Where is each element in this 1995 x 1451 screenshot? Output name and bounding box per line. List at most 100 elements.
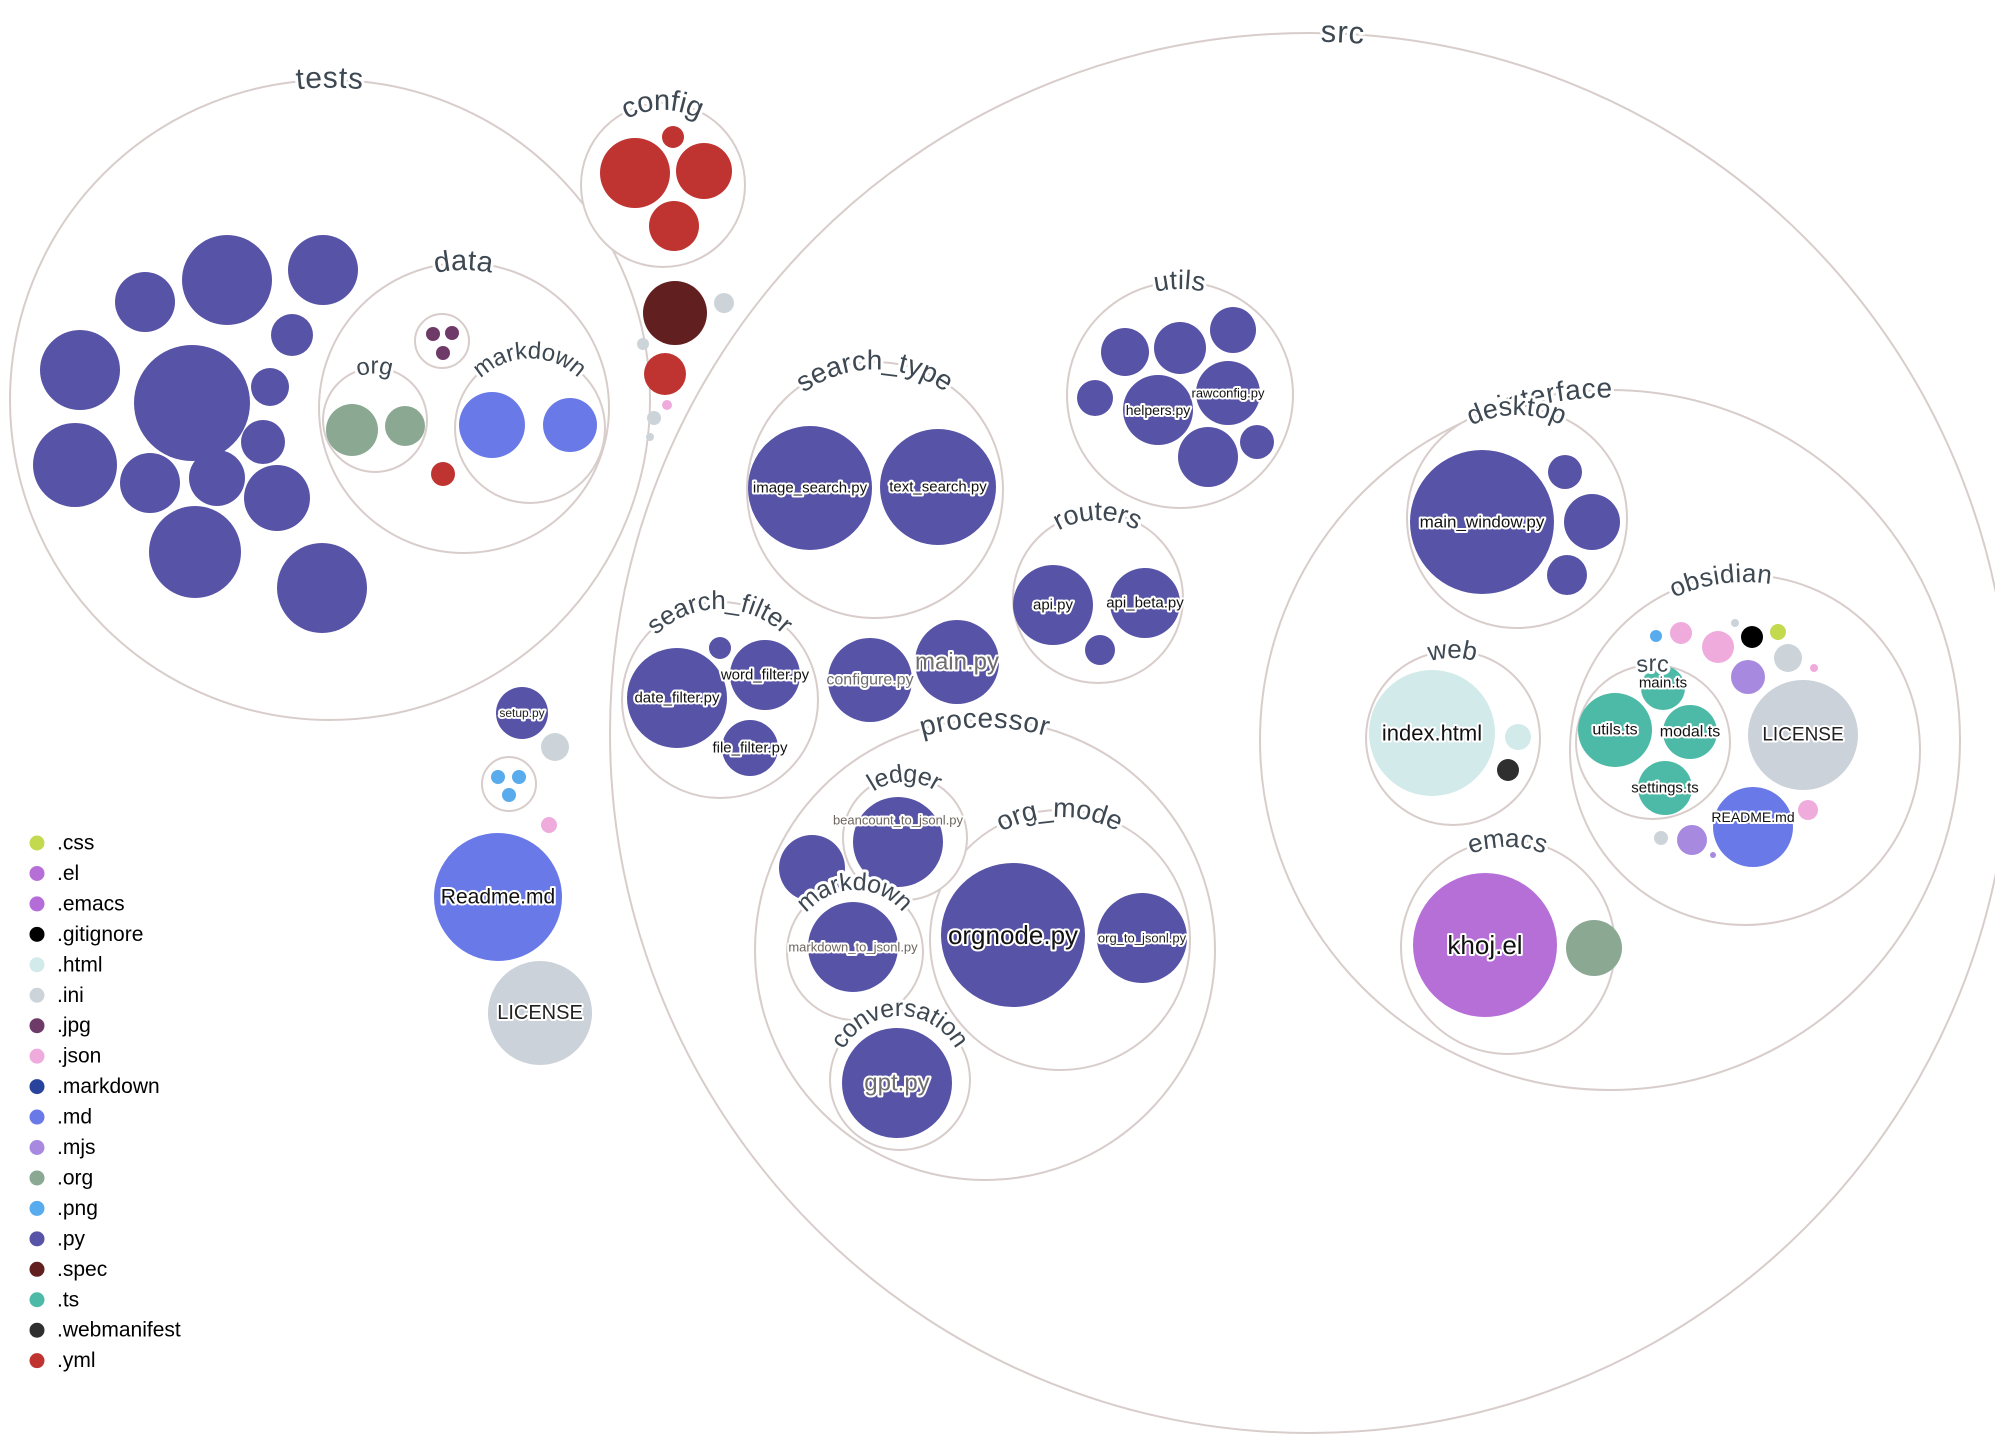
file-circle-ini-84[interactable] [1731,619,1739,627]
file-circle-jpg-37[interactable] [426,327,440,341]
file-circle-py-26[interactable] [241,420,285,464]
file-circle-file-filter-py[interactable] [722,720,778,776]
file-circle-py-67[interactable] [1548,455,1582,489]
file-circle-jpg-38[interactable] [445,326,459,340]
file-circle-py-54[interactable] [1210,307,1256,353]
file-circle-py-68[interactable] [1564,494,1620,550]
file-circle-markdown-to-jsonl-py[interactable] [808,902,898,992]
file-circle-html-71[interactable] [1505,724,1531,750]
file-label-markdown-to-jsonl-py: markdown_to_jsonl.py [788,940,918,955]
file-circle-helpers-py[interactable] [1123,375,1193,445]
file-circle-org-74[interactable] [1566,920,1622,976]
file-circle-license[interactable] [1748,680,1858,790]
file-circle-mjs-87[interactable] [1731,660,1765,694]
file-circle-gitignore-85[interactable] [1741,626,1763,648]
file-circle-main-py[interactable] [915,620,999,704]
file-circle-png-15[interactable] [502,788,516,802]
file-circle-readme-md[interactable] [1713,787,1793,867]
file-circle-utils-ts[interactable] [1578,693,1652,767]
file-circle-jpg-39[interactable] [436,346,450,360]
file-circle-mjs-91[interactable] [1677,825,1707,855]
file-circle-yml-3[interactable] [662,126,684,148]
folder-circle-search-type[interactable] [746,361,1004,619]
file-circle-date-filter-py[interactable] [627,648,727,748]
file-circle-py-21[interactable] [288,235,358,305]
file-circle-configure-py[interactable] [828,638,912,722]
file-circle-json-8[interactable] [662,400,672,410]
file-circle-api-py[interactable] [1013,565,1093,645]
file-circle-khoj-el[interactable] [1413,873,1557,1017]
file-circle-main-window-py[interactable] [1410,450,1554,594]
file-circle-mjs-93[interactable] [1710,852,1716,858]
file-circle-md-36[interactable] [543,398,597,452]
file-circle-py-69[interactable] [1547,555,1587,595]
file-circle-word-filter-py[interactable] [730,640,800,710]
file-circle-ini-88[interactable] [1774,644,1802,672]
file-circle-org-33[interactable] [326,404,378,456]
file-circle-yml-2[interactable] [649,201,699,251]
file-circle-py-30[interactable] [244,465,310,531]
file-circle-setup-py[interactable] [496,687,548,739]
folder-circle-markdown-data[interactable] [454,352,606,504]
file-circle-yml-0[interactable] [600,138,670,208]
file-circle-py-52[interactable] [1101,328,1149,376]
file-circle-ini-10[interactable] [646,433,654,441]
file-circle-ini-9[interactable] [647,411,661,425]
file-circle-png-13[interactable] [491,770,505,784]
file-circle-settings-ts[interactable] [1638,761,1692,815]
file-circle-py-58[interactable] [1178,427,1238,487]
file-circle-ini-6[interactable] [637,338,649,350]
file-circle-index-html[interactable] [1369,670,1495,796]
file-circle-py-23[interactable] [40,330,120,410]
file-circle-org-34[interactable] [385,406,425,446]
file-circle-gpt-py[interactable] [842,1028,952,1138]
file-circle-py-19[interactable] [115,272,175,332]
file-circle-py-20[interactable] [182,235,272,325]
file-circle-json-83[interactable] [1702,631,1734,663]
file-circle-py-51[interactable] [1085,635,1115,665]
file-circle-license[interactable] [488,961,592,1065]
file-circle-md-35[interactable] [459,392,525,458]
file-circle-png-14[interactable] [512,770,526,784]
file-circle-modal-ts[interactable] [1663,705,1717,759]
file-circle-webmanifest-72[interactable] [1497,759,1519,781]
file-circle-yml-7[interactable] [644,353,686,395]
file-circle-png-81[interactable] [1650,630,1662,642]
file-circle-main-ts[interactable] [1641,666,1685,710]
file-circle-py-32[interactable] [277,543,367,633]
file-circle-rawconfig-py[interactable] [1196,361,1260,425]
file-circle-py-60[interactable] [779,835,845,901]
file-circle-py-59[interactable] [1240,425,1274,459]
file-circle-py-55[interactable] [1077,380,1113,416]
file-circle-beancount-to-jsonl-py[interactable] [853,797,943,887]
file-circle-yml-40[interactable] [431,462,455,486]
file-circle-spec-4[interactable] [643,281,707,345]
file-circle-py-48[interactable] [709,637,731,659]
file-circle-py-25[interactable] [251,368,289,406]
file-circle-css-86[interactable] [1770,624,1786,640]
file-circle-text-search-py[interactable] [880,429,996,545]
folder-circle-png-folder[interactable] [481,756,537,812]
legend-dot-jpg [29,1018,45,1034]
file-circle-py-24[interactable] [134,345,250,461]
file-circle-py-27[interactable] [33,423,117,507]
file-circle-image-search-py[interactable] [748,426,872,550]
file-circle-py-29[interactable] [189,450,245,506]
file-circle-api-beta-py[interactable] [1110,568,1180,638]
file-circle-org-to-jsonl-py[interactable] [1097,893,1187,983]
file-circle-json-82[interactable] [1670,622,1692,644]
file-circle-ini-92[interactable] [1654,831,1668,845]
legend: .css .el .emacs .gitignore .html .ini .jpg .jso… [29,832,181,1372]
file-circle-py-31[interactable] [149,506,241,598]
file-circle-py-28[interactable] [120,453,180,513]
file-circle-orgnode-py[interactable] [941,863,1085,1007]
file-circle-py-53[interactable] [1154,322,1206,374]
file-circle-yml-1[interactable] [676,143,732,199]
file-circle-ini-12[interactable] [541,733,569,761]
file-circle-readme-md[interactable] [434,833,562,961]
file-circle-json-90[interactable] [1798,800,1818,820]
file-circle-json-16[interactable] [541,817,557,833]
file-circle-json-89[interactable] [1810,664,1818,672]
file-circle-ini-5[interactable] [714,293,734,313]
file-circle-py-22[interactable] [271,314,313,356]
